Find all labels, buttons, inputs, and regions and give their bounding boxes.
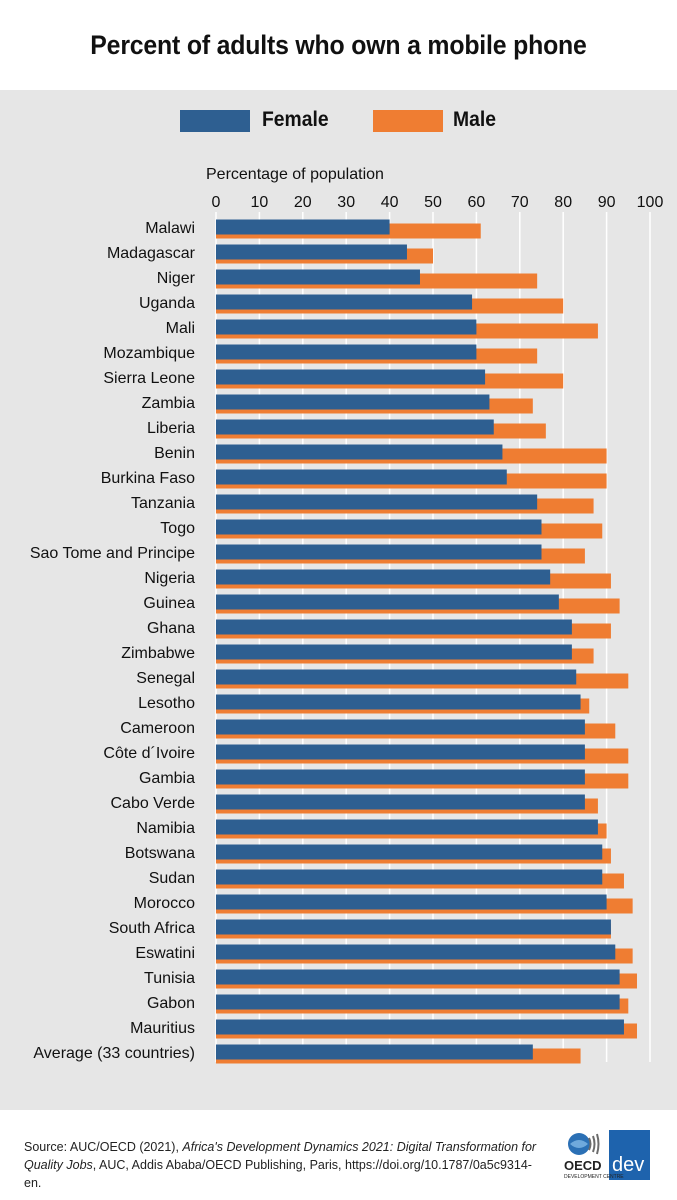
x-tick-label: 70: [511, 194, 529, 211]
bar-female: [216, 994, 620, 1010]
bar-female: [216, 569, 551, 585]
x-tick-label: 30: [337, 194, 355, 211]
category-label: Average (33 countries): [33, 1045, 195, 1062]
bar-female: [216, 469, 507, 485]
bar-female: [216, 844, 603, 860]
bar-female: [216, 519, 542, 535]
category-label: Zimbabwe: [121, 645, 195, 662]
legend-swatch-female: [180, 110, 250, 132]
bar-female: [216, 894, 607, 910]
x-tick-label: 60: [468, 194, 486, 211]
x-axis-title: Percentage of population: [206, 166, 384, 183]
bar-female: [216, 719, 585, 735]
oecd-dev-logo: OECD dev DEVELOPMENT CENTRE: [562, 1130, 650, 1180]
category-label: South Africa: [109, 920, 195, 937]
bar-female: [216, 594, 559, 610]
logo-centre-text: DEVELOPMENT CENTRE: [564, 1174, 624, 1180]
bar-female: [216, 769, 585, 785]
category-label: Sao Tome and Principe: [30, 545, 195, 562]
category-label: Cameroon: [120, 720, 195, 737]
category-label: Mali: [166, 320, 195, 337]
category-label: Guinea: [143, 595, 195, 612]
category-label: Cabo Verde: [110, 795, 195, 812]
bar-female: [216, 944, 616, 960]
category-label: Liberia: [147, 420, 195, 437]
bar-female: [216, 444, 503, 460]
bar-female: [216, 669, 577, 685]
category-label: Lesotho: [138, 695, 195, 712]
bar-female: [216, 344, 477, 360]
source-suffix: , AUC, Addis Ababa/OECD Publishing, Pari…: [24, 1158, 532, 1190]
x-tick-label: 10: [251, 194, 269, 211]
bar-female: [216, 544, 542, 560]
category-label: Morocco: [134, 895, 195, 912]
legend-label-male: Male: [453, 108, 496, 131]
category-label: Mauritius: [130, 1020, 195, 1037]
category-label: Namibia: [136, 820, 195, 837]
category-label: Togo: [160, 520, 195, 537]
bar-female: [216, 269, 420, 285]
category-label: Nigeria: [144, 570, 195, 587]
category-label: Senegal: [136, 670, 195, 687]
category-label: Botswana: [125, 845, 195, 862]
category-label: Tunisia: [144, 970, 195, 987]
bar-female: [216, 419, 494, 435]
x-tick-label: 0: [212, 194, 221, 211]
bar-chart: 0 10 20 30 40 50 60 70 80 90 100 Malawi Madagascar N…: [30, 194, 664, 1064]
title-band: Percent of adults who own a mobile phone: [0, 0, 677, 90]
legend-label-female: Female: [262, 108, 329, 131]
category-label: Gambia: [139, 770, 195, 787]
bar-female: [216, 1044, 533, 1060]
category-label: Gabon: [147, 995, 195, 1012]
category-label: Sierra Leone: [103, 370, 195, 387]
bar-female: [216, 244, 407, 260]
bar-female: [216, 869, 603, 885]
category-label: Malawi: [145, 220, 195, 237]
x-tick-label: 80: [554, 194, 572, 211]
category-label: Sudan: [149, 870, 195, 887]
category-label: Mozambique: [103, 345, 195, 362]
bar-female: [216, 294, 473, 310]
category-label: Benin: [154, 445, 195, 462]
logo-dev-text: dev: [612, 1154, 644, 1176]
x-tick-label: 100: [637, 194, 664, 211]
bar-female: [216, 219, 390, 235]
bar-female: [216, 819, 598, 835]
legend-swatch-male: [373, 110, 443, 132]
logo-oecd-text: OECD: [564, 1158, 602, 1173]
category-label: Burkina Faso: [101, 470, 195, 487]
source-prefix: Source: AUC/OECD (2021),: [24, 1140, 183, 1154]
x-tick-label: 90: [598, 194, 616, 211]
bar-female: [216, 794, 585, 810]
category-label: Eswatini: [135, 945, 195, 962]
category-label: Côte d´Ivoire: [103, 745, 195, 762]
x-tick-label: 20: [294, 194, 312, 211]
bar-female: [216, 494, 538, 510]
category-label: Zambia: [142, 395, 195, 412]
source-title: Africa's Development Dynamics 2021: Digi…: [24, 1140, 537, 1172]
bar-female: [216, 619, 572, 635]
bar-female: [216, 694, 581, 710]
category-label: Madagascar: [107, 245, 196, 262]
bar-female: [216, 744, 585, 760]
x-tick-label: 40: [381, 194, 399, 211]
bar-female: [216, 919, 611, 935]
category-label: Uganda: [139, 295, 195, 312]
bar-female: [216, 1019, 624, 1035]
bar-female: [216, 369, 486, 385]
category-label: Niger: [157, 270, 196, 287]
category-label: Ghana: [147, 620, 195, 637]
bar-female: [216, 969, 620, 985]
bar-female: [216, 394, 490, 410]
bar-female: [216, 319, 477, 335]
source-note: Source: AUC/OECD (2021), Africa's Develo…: [24, 1138, 544, 1192]
bar-female: [216, 644, 572, 660]
category-label: Tanzania: [131, 495, 195, 512]
x-tick-label: 50: [424, 194, 442, 211]
chart-title: Percent of adults who own a mobile phone: [90, 30, 587, 60]
